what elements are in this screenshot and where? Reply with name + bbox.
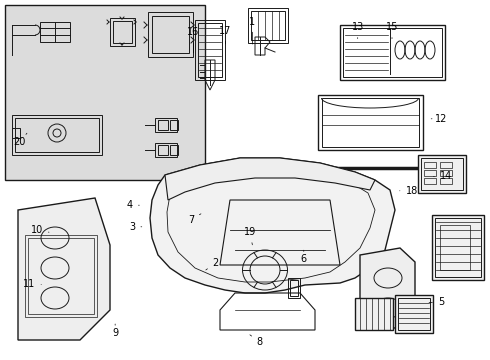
Bar — [424, 162, 436, 168]
Bar — [148, 12, 193, 57]
Bar — [198, 23, 222, 77]
Bar — [155, 143, 177, 157]
Bar — [12, 115, 102, 155]
Text: 10: 10 — [31, 225, 49, 235]
Text: 17: 17 — [219, 26, 232, 44]
Polygon shape — [150, 158, 395, 293]
Bar — [418, 155, 466, 193]
Text: 18: 18 — [400, 186, 417, 196]
Bar — [158, 145, 168, 155]
Bar — [355, 298, 393, 330]
Bar — [424, 170, 436, 176]
Bar — [15, 118, 99, 152]
Bar — [440, 170, 452, 176]
Bar — [40, 22, 70, 42]
Text: 12: 12 — [431, 114, 447, 124]
Bar — [398, 298, 430, 330]
Bar — [343, 28, 442, 77]
Bar — [5, 5, 205, 180]
Text: 20: 20 — [13, 133, 27, 147]
Bar — [158, 120, 168, 130]
Text: 2: 2 — [206, 258, 219, 270]
Text: 6: 6 — [301, 250, 307, 264]
Bar — [195, 20, 225, 80]
Text: 15: 15 — [386, 22, 398, 39]
Text: 3: 3 — [129, 222, 142, 232]
Text: 9: 9 — [112, 324, 118, 338]
Bar — [288, 278, 300, 298]
Bar — [440, 178, 452, 184]
Bar — [424, 178, 436, 184]
Bar — [170, 120, 178, 130]
Text: 14: 14 — [434, 171, 452, 181]
Polygon shape — [360, 248, 415, 328]
Polygon shape — [18, 198, 110, 340]
Bar — [28, 238, 94, 314]
Text: 5: 5 — [429, 297, 444, 307]
Bar — [290, 280, 298, 296]
Text: 4: 4 — [127, 200, 139, 210]
Bar — [421, 158, 463, 190]
Bar — [170, 145, 178, 155]
Bar — [12, 128, 20, 138]
Bar — [432, 215, 484, 280]
Bar — [113, 21, 132, 43]
Bar — [440, 225, 470, 270]
Text: 11: 11 — [24, 279, 41, 289]
Bar — [251, 11, 285, 40]
Text: 7: 7 — [188, 214, 201, 225]
Bar — [25, 235, 97, 317]
Text: 19: 19 — [244, 227, 256, 245]
Text: 1: 1 — [249, 17, 255, 44]
Bar — [440, 162, 452, 168]
Bar — [318, 95, 423, 150]
Polygon shape — [165, 158, 375, 200]
Bar — [110, 18, 135, 46]
Bar — [152, 16, 189, 53]
Bar — [395, 295, 433, 333]
Bar — [340, 25, 445, 80]
Bar — [155, 118, 177, 132]
Text: 13: 13 — [351, 22, 364, 39]
Text: 16: 16 — [188, 27, 200, 53]
Text: 8: 8 — [250, 335, 263, 347]
Bar — [248, 8, 288, 43]
Bar — [322, 98, 419, 147]
Bar — [435, 218, 481, 277]
